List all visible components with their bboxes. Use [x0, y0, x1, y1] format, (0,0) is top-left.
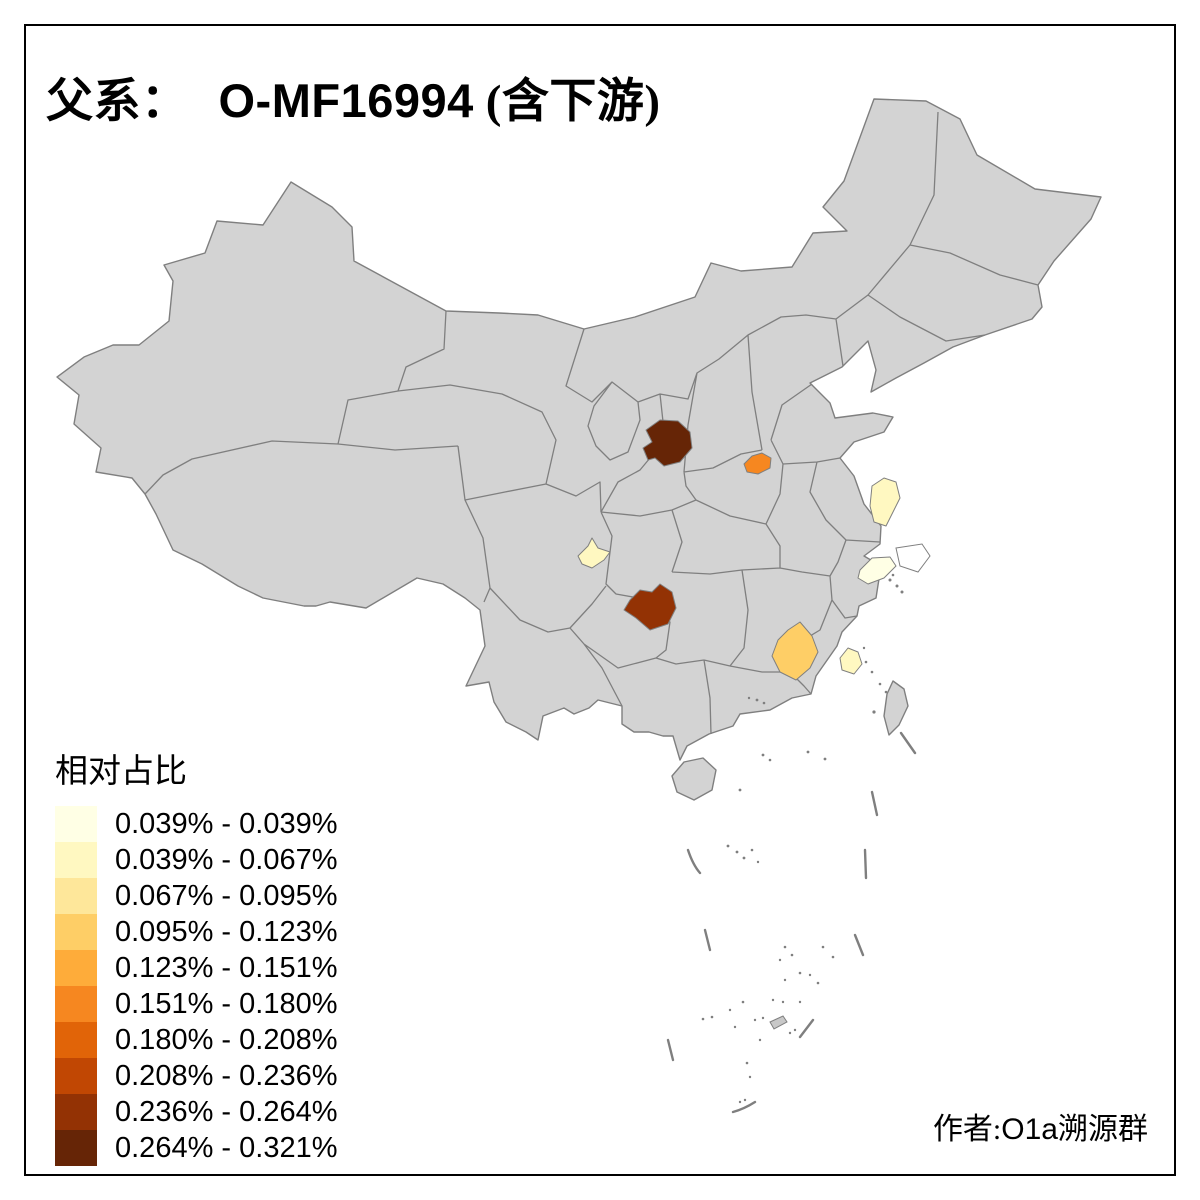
region-coastal-fujian [839, 647, 863, 675]
taihu-shanghai-patch [895, 543, 931, 573]
legend-label-0: 0.039% - 0.039% [115, 807, 338, 840]
china-mainland [56, 98, 1102, 761]
legend-rows: 0.039% - 0.039% 0.039% - 0.067% 0.067% - 0… [55, 806, 337, 1166]
region-north-zhejiang [857, 556, 897, 585]
page-title: 父系： O-MF16994 (含下游) [46, 62, 661, 131]
title-haplogroup: O-MF16994 [218, 74, 474, 127]
legend-swatch-1 [55, 842, 97, 878]
region-gansu-ningxia-east [642, 419, 693, 467]
nine-dash-line [666, 731, 917, 1114]
legend-swatch-9 [55, 1130, 97, 1166]
legend-label-9: 0.264% - 0.321% [115, 1131, 338, 1164]
legend-label-5: 0.151% - 0.180% [115, 987, 338, 1020]
legend-label-8: 0.236% - 0.264% [115, 1095, 338, 1128]
attribution-prefix: 作者: [932, 1113, 1002, 1146]
legend-row-8: 0.236% - 0.264% [55, 1094, 337, 1130]
legend-label-4: 0.123% - 0.151% [115, 951, 338, 984]
legend-row-5: 0.151% - 0.180% [55, 986, 337, 1022]
legend-row-9: 0.264% - 0.321% [55, 1130, 337, 1166]
legend-row-4: 0.123% - 0.151% [55, 950, 337, 986]
hainan-island [671, 757, 717, 801]
legend-row-3: 0.095% - 0.123% [55, 914, 337, 950]
title-suffix: (含下游) [485, 76, 661, 128]
region-north-guizhou [623, 583, 677, 631]
region-south-hunan [771, 621, 819, 681]
taiwan-island [883, 680, 909, 736]
legend-row-6: 0.180% - 0.208% [55, 1022, 337, 1058]
attribution: 作者:O1a溯源群 [933, 1104, 1148, 1148]
legend-swatch-7 [55, 1058, 97, 1094]
attribution-suffix: 溯源群 [1058, 1113, 1148, 1146]
legend-swatch-4 [55, 950, 97, 986]
legend-swatch-2 [55, 878, 97, 914]
small-islands [701, 573, 904, 1104]
legend-row-1: 0.039% - 0.067% [55, 842, 337, 878]
region-north-henan [743, 452, 772, 475]
title-prefix: 父系： [46, 76, 189, 128]
legend-label-7: 0.208% - 0.236% [115, 1059, 338, 1092]
legend-label-1: 0.039% - 0.067% [115, 843, 338, 876]
legend-swatch-0 [55, 806, 97, 842]
region-central-jiangsu [869, 477, 901, 527]
legend-title: 相对占比 [55, 754, 187, 790]
spratly-bank-patch [769, 1015, 788, 1030]
province-borders [144, 111, 1039, 735]
legend-label-6: 0.180% - 0.208% [115, 1023, 338, 1056]
region-chengdu-sichuan [577, 537, 611, 569]
legend-swatch-8 [55, 1094, 97, 1130]
legend-swatch-3 [55, 914, 97, 950]
attribution-group-latin: O1a [1001, 1113, 1058, 1146]
legend-row-7: 0.208% - 0.236% [55, 1058, 337, 1094]
legend: 相对占比 0.039% - 0.039% 0.039% - 0.067% 0.067… [55, 744, 337, 1166]
legend-swatch-5 [55, 986, 97, 1022]
legend-row-2: 0.067% - 0.095% [55, 878, 337, 914]
legend-label-2: 0.067% - 0.095% [115, 879, 338, 912]
legend-row-0: 0.039% - 0.039% [55, 806, 337, 842]
legend-swatch-6 [55, 1022, 97, 1058]
legend-label-3: 0.095% - 0.123% [115, 915, 338, 948]
